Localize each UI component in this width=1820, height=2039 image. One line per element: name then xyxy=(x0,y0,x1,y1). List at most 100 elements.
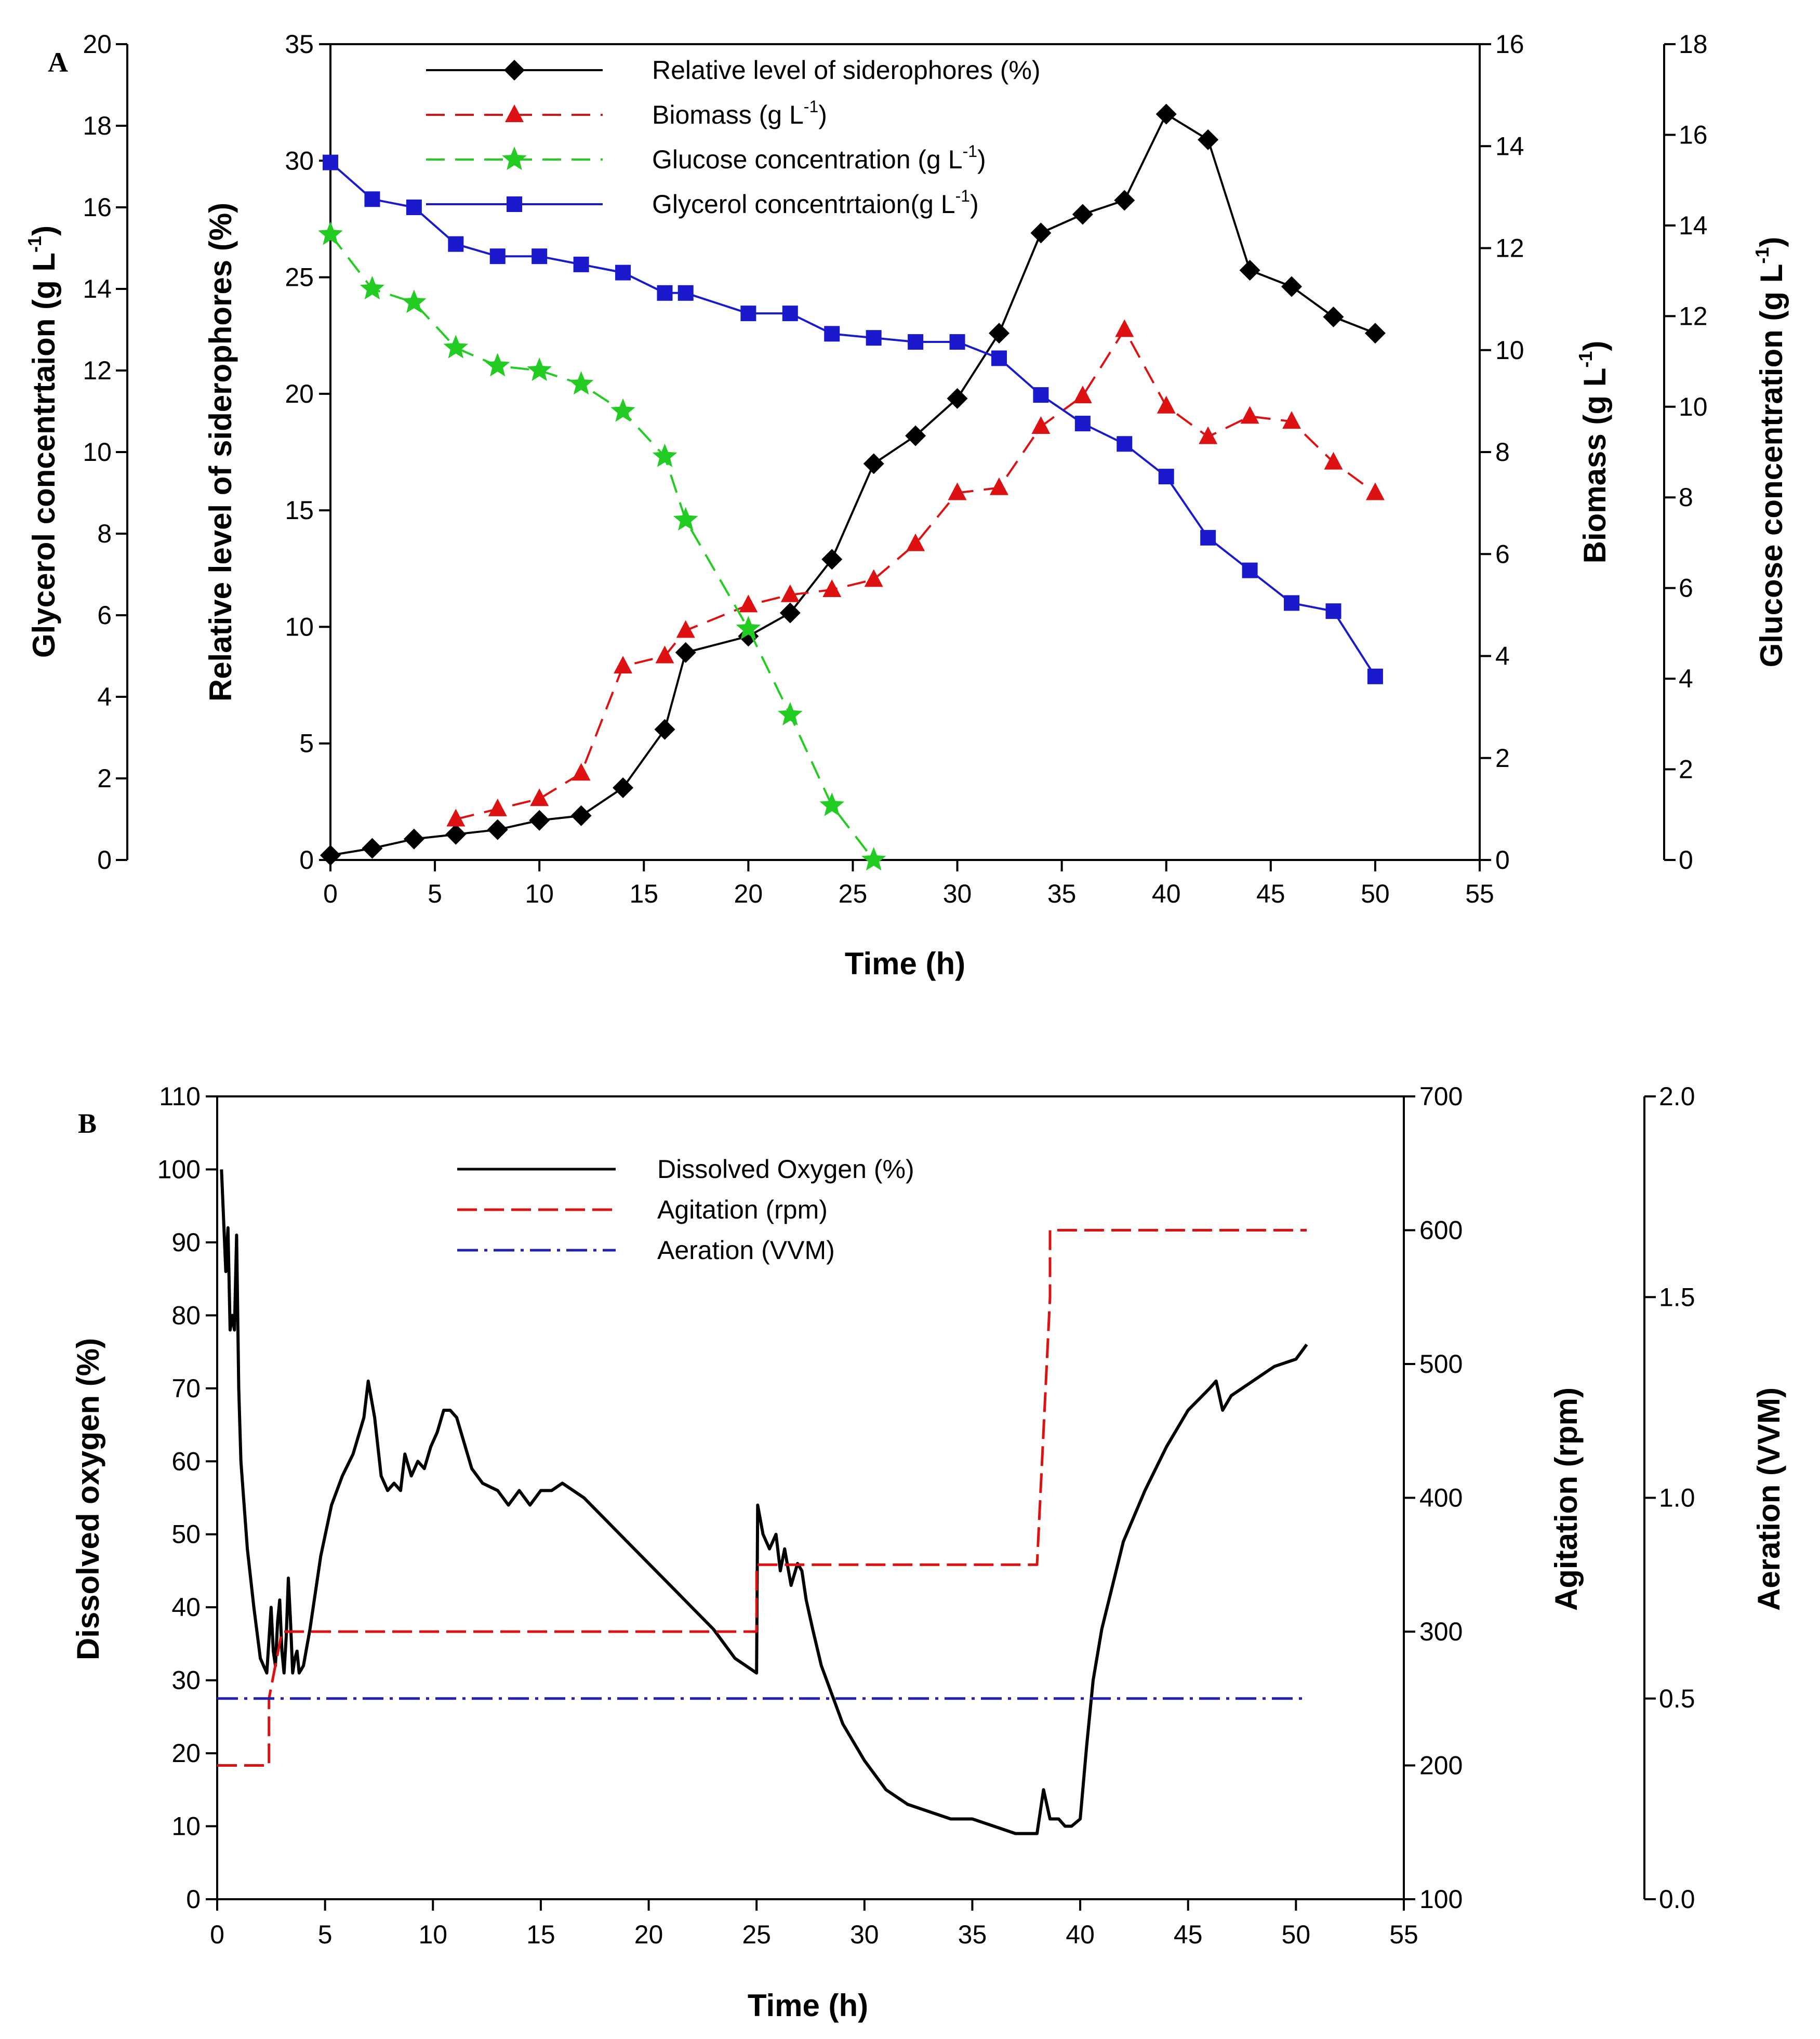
data-point-relative-level-of-siderophores xyxy=(654,719,675,740)
series-line-relative-level-of-siderophores xyxy=(330,112,1376,856)
y-axis-glucose-tick-label: 18 xyxy=(1679,30,1708,59)
x-tick-label-a: 55 xyxy=(1465,879,1494,908)
data-point-glycerol-concentrtaion-g-l-1 xyxy=(991,350,1007,366)
legend-label-main: Glycerol concentrtaion(g L xyxy=(652,190,955,219)
y-axis-title-dissolved-oxygen: Dissolved oxygen (%) xyxy=(71,1338,105,1660)
y-axis-siderophores-tick-label: 15 xyxy=(285,496,314,525)
data-point-relative-level-of-siderophores xyxy=(863,453,884,474)
y-axis-biomass-tick-label: 16 xyxy=(1495,30,1524,59)
x-tick-label-b: 0 xyxy=(210,1920,224,1949)
data-point-glucose-concentration-g-l-1 xyxy=(318,221,343,245)
data-point-glycerol-concentrtaion-g-l-1 xyxy=(1074,416,1091,432)
data-point-biomass-g-l-1 xyxy=(780,584,800,602)
data-point-glycerol-concentrtaion-g-l-1 xyxy=(1117,436,1133,452)
series-line-biomass-g-l-1 xyxy=(455,327,1376,820)
data-point-glucose-concentration-g-l-1 xyxy=(360,276,385,300)
data-point-glucose-concentration-g-l-1 xyxy=(568,371,594,395)
y-axis-siderophores-tick-label: 10 xyxy=(285,612,314,641)
legend-label-superscript: -1 xyxy=(955,187,970,205)
data-point-glycerol-concentrtaion-g-l-1 xyxy=(406,200,422,215)
y-axis-title-glycerol-superscript: -1 xyxy=(24,236,45,253)
y-axis-do-tick-label: 100 xyxy=(157,1155,201,1184)
y-axis-glucose-tick-label: 0 xyxy=(1679,845,1693,875)
data-point-glucose-concentration-g-l-1 xyxy=(736,616,761,640)
data-point-relative-level-of-siderophores xyxy=(1114,190,1135,211)
y-axis-biomass-tick-label: 6 xyxy=(1495,539,1510,568)
legend-marker-biomass-g-l-1 xyxy=(505,104,524,122)
y-axis-biomass-tick-label: 12 xyxy=(1495,234,1524,263)
legend-marker-glycerol-concentrtaion-g-l-1 xyxy=(507,196,522,212)
y-axis-glucose-tick-label: 4 xyxy=(1679,664,1693,693)
y-axis-glucose-tick-label: 10 xyxy=(1679,392,1708,421)
x-tick-label-b: 5 xyxy=(318,1920,333,1949)
legend-label-aeration-vvm: Aeration (VVM) xyxy=(657,1236,835,1265)
x-axis-title-b: Time (h) xyxy=(748,1988,868,2023)
data-point-glycerol-concentrtaion-g-l-1 xyxy=(323,154,338,170)
y-axis-glycerol-tick-label: 4 xyxy=(97,682,112,711)
data-point-biomass-g-l-1 xyxy=(1031,416,1051,434)
x-tick-label-a: 25 xyxy=(839,879,868,908)
y-axis-siderophores-tick-label: 20 xyxy=(285,379,314,408)
data-point-relative-level-of-siderophores xyxy=(821,549,843,570)
data-point-glycerol-concentrtaion-g-l-1 xyxy=(657,285,673,301)
series-line-glucose-concentration-g-l-1 xyxy=(329,234,875,861)
y-axis-glycerol-tick-label: 2 xyxy=(97,764,112,793)
data-point-biomass-g-l-1 xyxy=(906,533,925,551)
series-relative-level-of-siderophores xyxy=(320,103,1386,866)
data-point-relative-level-of-siderophores xyxy=(487,819,508,840)
x-tick-label-b: 35 xyxy=(958,1920,987,1949)
y-axis-title-siderophores: Relative level of siderophores (%) xyxy=(203,203,238,701)
y-axis-agitation-tick-label: 100 xyxy=(1419,1885,1463,1914)
data-point-glycerol-concentrtaion-g-l-1 xyxy=(949,334,965,350)
y-axis-biomass-tick-label: 8 xyxy=(1495,438,1510,467)
data-point-glycerol-concentrtaion-g-l-1 xyxy=(782,306,798,322)
y-axis-title-glycerol-end: ) xyxy=(26,226,61,236)
data-point-glycerol-concentrtaion-g-l-1 xyxy=(1033,387,1049,403)
data-point-biomass-g-l-1 xyxy=(530,788,549,806)
data-point-biomass-g-l-1 xyxy=(572,763,591,781)
data-point-glycerol-concentrtaion-g-l-1 xyxy=(677,285,694,301)
y-axis-glucose-tick-label: 14 xyxy=(1679,211,1708,240)
x-axis-title-a: Time (h) xyxy=(845,946,965,981)
data-point-relative-level-of-siderophores xyxy=(1281,276,1303,297)
data-point-glucose-concentration-g-l-1 xyxy=(610,398,635,422)
data-point-relative-level-of-siderophores xyxy=(905,425,926,446)
y-axis-glycerol-tick-label: 0 xyxy=(97,845,112,875)
y-axis-biomass-tick-label: 10 xyxy=(1495,336,1524,365)
data-point-glucose-concentration-g-l-1 xyxy=(652,443,677,467)
data-point-relative-level-of-siderophores xyxy=(570,805,592,826)
data-point-glycerol-concentrtaion-g-l-1 xyxy=(1325,603,1341,619)
y-axis-do-tick-label: 70 xyxy=(171,1374,201,1403)
data-point-biomass-g-l-1 xyxy=(1324,452,1343,470)
y-axis-glucose-tick-label: 12 xyxy=(1679,301,1708,330)
y-axis-biomass-tick-label: 14 xyxy=(1495,131,1524,161)
data-point-glycerol-concentrtaion-g-l-1 xyxy=(1367,668,1383,684)
x-tick-label-b: 40 xyxy=(1066,1920,1095,1949)
y-axis-title-glycerol-main: Glycerol concentrtaion (g L xyxy=(26,253,61,658)
y-axis-do-tick-label: 20 xyxy=(171,1739,201,1768)
legend-marker-relative-level-of-siderophores xyxy=(504,60,525,81)
y-axis-glycerol-tick-label: 18 xyxy=(83,111,112,140)
x-tick-label-b: 20 xyxy=(634,1920,663,1949)
y-axis-siderophores-tick-label: 5 xyxy=(299,729,314,758)
y-axis-do-tick-label: 0 xyxy=(186,1885,201,1914)
y-axis-title-glucose-end: ) xyxy=(1754,237,1789,247)
y-axis-biomass-tick-label: 4 xyxy=(1495,642,1510,671)
data-point-glycerol-concentrtaion-g-l-1 xyxy=(1242,562,1258,578)
data-point-relative-level-of-siderophores xyxy=(1323,306,1344,327)
data-point-biomass-g-l-1 xyxy=(1240,406,1259,424)
data-point-relative-level-of-siderophores xyxy=(613,777,634,798)
legend-label-glycerol-concentrtaion-g-l-1: Glycerol concentrtaion(g L-1) xyxy=(652,187,979,219)
data-point-biomass-g-l-1 xyxy=(1199,426,1218,444)
y-axis-do-tick-label: 80 xyxy=(171,1301,201,1330)
y-axis-glucose-tick-label: 16 xyxy=(1679,120,1708,149)
data-point-biomass-g-l-1 xyxy=(614,656,633,674)
data-point-biomass-g-l-1 xyxy=(948,482,967,500)
legend-b: Dissolved Oxygen (%) Agitation (rpm) Aerat… xyxy=(457,1155,914,1265)
legend-label-relative-level-of-siderophores: Relative level of siderophores (%) xyxy=(652,56,1041,85)
y-axis-title-glucose-main: Glucose concentration (g L xyxy=(1754,264,1789,668)
data-point-relative-level-of-siderophores xyxy=(403,828,424,850)
data-point-biomass-g-l-1 xyxy=(488,798,507,816)
series-biomass-g-l-1 xyxy=(446,319,1385,827)
